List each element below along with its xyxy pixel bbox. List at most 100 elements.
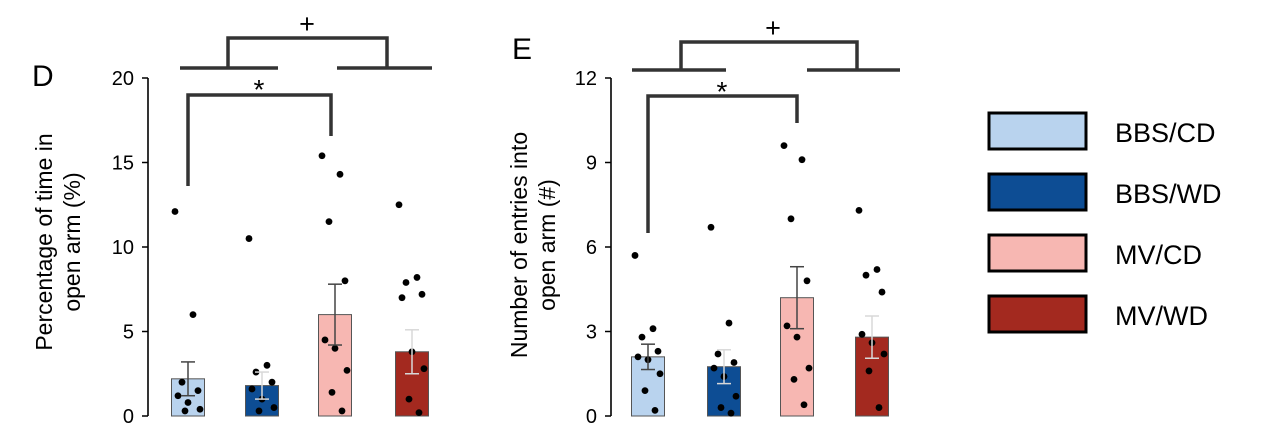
legend-label-mv-wd: MV/WD (1115, 301, 1208, 331)
y-tick-label: 12 (575, 68, 597, 90)
panel-label: E (512, 33, 532, 66)
data-point (725, 319, 733, 327)
data-point (245, 235, 253, 242)
data-points (171, 152, 428, 417)
data-point (181, 407, 189, 415)
data-point (341, 277, 349, 285)
data-point (862, 271, 870, 279)
data-point (418, 290, 426, 298)
data-point (405, 395, 413, 403)
data-point (402, 279, 410, 286)
data-point (270, 404, 278, 411)
data-point (196, 405, 204, 413)
error-bars (641, 265, 879, 385)
data-point (714, 350, 722, 358)
main-effect-marker: + (765, 13, 781, 43)
data-point (717, 404, 725, 411)
data-point (194, 387, 202, 395)
y-axis-label-line2: open arm (#) (534, 179, 560, 311)
data-point (634, 353, 642, 361)
y-axis-ticks: 0 3 6 9 12 (575, 68, 611, 428)
data-point (343, 366, 351, 374)
data-point (873, 266, 881, 273)
y-axis-label-line1: Percentage of time in (31, 133, 57, 350)
data-point (268, 378, 276, 386)
data-point (336, 170, 344, 178)
data-point (732, 392, 740, 400)
data-point (783, 322, 791, 330)
data-point (727, 409, 735, 417)
legend-swatch-mv-wd (987, 294, 1088, 334)
y-axis-label-line2: open arm (%) (59, 172, 85, 311)
data-point (865, 367, 873, 375)
legend-label-bbs-cd: BBS/CD (1115, 118, 1216, 148)
y-axis-ticks: 0 5 10 15 20 (112, 68, 148, 428)
data-point (338, 407, 346, 415)
pairwise-bracket (186, 93, 333, 186)
data-point (395, 201, 403, 209)
data-point (331, 345, 339, 352)
data-point (855, 206, 863, 214)
data-point (413, 274, 421, 281)
y-tick-label: 20 (112, 68, 134, 90)
legend-swatch-bbs-cd (987, 111, 1088, 151)
data-point (787, 215, 795, 223)
y-axis-label-line1: Number of entries into (506, 132, 532, 358)
data-point (415, 409, 423, 417)
data-point (780, 142, 788, 150)
y-tick-label: 10 (112, 237, 134, 259)
bars (171, 314, 429, 417)
error-bars (181, 283, 419, 400)
data-point (803, 277, 811, 285)
panel-d: D Percentage of time in open arm (%) 0 5 1… (31, 9, 432, 428)
data-point (631, 252, 639, 259)
data-point (325, 218, 333, 226)
data-point (707, 223, 715, 231)
y-tick-label: 5 (123, 322, 134, 344)
y-tick-label: 0 (586, 406, 597, 428)
data-point (651, 406, 659, 414)
legend-label-bbs-wd: BBS/WD (1115, 179, 1222, 209)
data-point (710, 364, 718, 372)
data-point (178, 378, 186, 386)
data-points (631, 142, 888, 417)
data-point (184, 399, 192, 406)
data-point (398, 294, 406, 302)
y-tick-label: 9 (586, 153, 597, 175)
data-point (730, 359, 738, 366)
data-point (171, 208, 179, 215)
data-point (321, 336, 329, 344)
legend-swatch-bbs-wd (987, 172, 1088, 212)
data-point (420, 365, 428, 373)
main-effect-bracket (632, 40, 900, 72)
data-point (649, 325, 657, 333)
data-point (263, 361, 271, 369)
data-point (805, 364, 813, 372)
pairwise-marker: * (717, 76, 728, 107)
data-point (641, 387, 649, 395)
y-tick-label: 6 (586, 237, 597, 259)
bars (631, 297, 889, 417)
panel-label: D (32, 60, 54, 93)
pairwise-marker: * (254, 74, 265, 105)
data-point (880, 350, 888, 358)
panel-e: E Number of entries into open arm (#) 0 3… (506, 13, 900, 428)
data-point (328, 388, 336, 396)
data-point (858, 330, 866, 338)
data-point (790, 375, 798, 383)
y-tick-label: 3 (586, 322, 597, 344)
pairwise-bracket (646, 94, 799, 233)
legend-label-mv-cd: MV/CD (1115, 240, 1202, 270)
data-point (318, 152, 326, 160)
data-point (638, 333, 646, 341)
data-point (255, 407, 263, 415)
data-point (654, 347, 662, 355)
main-effect-marker: + (299, 9, 315, 39)
data-point (656, 370, 664, 378)
legend-swatch-mv-cd (987, 233, 1088, 273)
data-point (875, 404, 883, 411)
legend: BBS/CD BBS/WD MV/CD MV/WD (987, 111, 1222, 334)
data-point (800, 401, 808, 409)
data-point (878, 288, 886, 296)
y-tick-label: 15 (112, 153, 134, 175)
